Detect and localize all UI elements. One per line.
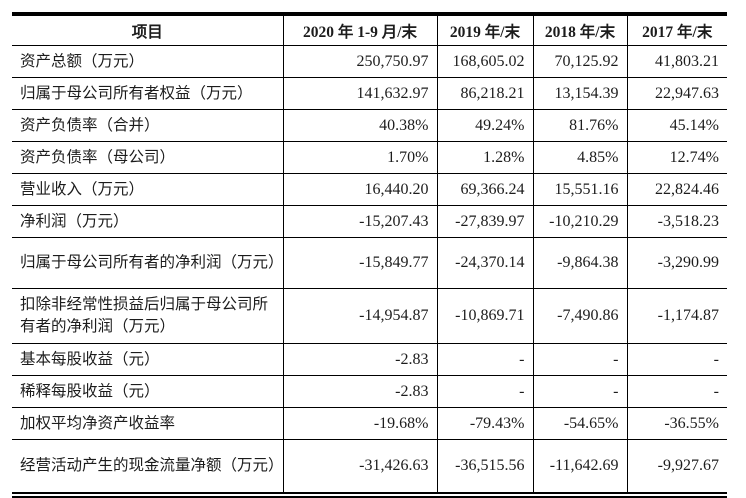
cell-value: 16,440.20 xyxy=(282,173,437,206)
row-label: 营业收入（万元） xyxy=(12,173,283,206)
cell-value: -11,642.69 xyxy=(532,439,627,496)
table-row-parent-equity: 归属于母公司所有者权益（万元） 141,632.97 86,218.21 13,… xyxy=(12,77,727,110)
cell-value: - xyxy=(436,343,533,376)
cell-value: -7,490.86 xyxy=(532,288,627,344)
cell-value: -3,290.99 xyxy=(626,237,727,289)
table-row-total-assets: 资产总额（万元） 250,750.97 168,605.02 70,125.92… xyxy=(12,45,727,78)
cell-value: -10,210.29 xyxy=(532,205,627,238)
cell-value: 49.24% xyxy=(436,109,533,142)
cell-value: 69,366.24 xyxy=(436,173,533,206)
cell-value: - xyxy=(626,375,727,408)
header-row: 项目 2020 年 1-9 月/末 2019 年/末 2018 年/末 2017… xyxy=(12,14,727,46)
cell-value: 1.70% xyxy=(282,141,437,174)
cell-value: -15,849.77 xyxy=(282,237,437,289)
row-label: 净利润（万元） xyxy=(12,205,283,238)
row-label: 经营活动产生的现金流量净额（万元） xyxy=(12,439,283,496)
table-row-net-profit: 净利润（万元） -15,207.43 -27,839.97 -10,210.29… xyxy=(12,205,727,238)
table-row-debt-ratio-consolidated: 资产负债率（合并） 40.38% 49.24% 81.76% 45.14% xyxy=(12,109,727,142)
row-label: 资产总额（万元） xyxy=(12,45,283,78)
table-row-operating-revenue: 营业收入（万元） 16,440.20 69,366.24 15,551.16 2… xyxy=(12,173,727,206)
cell-value: -31,426.63 xyxy=(282,439,437,496)
cell-value: 40.38% xyxy=(282,109,437,142)
row-label: 资产负债率（母公司） xyxy=(12,141,283,174)
cell-value: -2.83 xyxy=(282,375,437,408)
row-label: 归属于母公司所有者的净利润（万元） xyxy=(12,237,283,289)
table-row-operating-cash-flow: 经营活动产生的现金流量净额（万元） -31,426.63 -36,515.56 … xyxy=(12,439,727,496)
table-row-weighted-avg-roe: 加权平均净资产收益率 -19.68% -79.43% -54.65% -36.5… xyxy=(12,407,727,440)
cell-value: -14,954.87 xyxy=(282,288,437,344)
cell-value: -9,864.38 xyxy=(532,237,627,289)
cell-value: 250,750.97 xyxy=(282,45,437,78)
financial-summary-section: 项目 2020 年 1-9 月/末 2019 年/末 2018 年/末 2017… xyxy=(12,12,727,498)
column-header-2019: 2019 年/末 xyxy=(436,14,533,46)
cell-value: -15,207.43 xyxy=(282,205,437,238)
cell-value: - xyxy=(532,343,627,376)
cell-value: - xyxy=(532,375,627,408)
table-row-basic-eps: 基本每股收益（元） -2.83 - - - xyxy=(12,343,727,376)
cell-value: 81.76% xyxy=(532,109,627,142)
cell-value: 141,632.97 xyxy=(282,77,437,110)
cell-value: -36,515.56 xyxy=(436,439,533,496)
cell-value: 12.74% xyxy=(626,141,727,174)
cell-value: 86,218.21 xyxy=(436,77,533,110)
row-label: 扣除非经常性损益后归属于母公司所有者的净利润（万元） xyxy=(12,288,283,344)
row-label: 加权平均净资产收益率 xyxy=(12,407,283,440)
cell-value: -9,927.67 xyxy=(626,439,727,496)
cell-value: -27,839.97 xyxy=(436,205,533,238)
column-header-item: 项目 xyxy=(12,14,283,46)
table-header: 项目 2020 年 1-9 月/末 2019 年/末 2018 年/末 2017… xyxy=(12,14,727,46)
cell-value: 168,605.02 xyxy=(436,45,533,78)
column-header-2020: 2020 年 1-9 月/末 xyxy=(282,14,437,46)
cell-value: 41,803.21 xyxy=(626,45,727,78)
cell-value: -3,518.23 xyxy=(626,205,727,238)
cell-value: -1,174.87 xyxy=(626,288,727,344)
table-row-diluted-eps: 稀释每股收益（元） -2.83 - - - xyxy=(12,375,727,408)
cell-value: 15,551.16 xyxy=(532,173,627,206)
column-header-2018: 2018 年/末 xyxy=(532,14,627,46)
cell-value: 22,824.46 xyxy=(626,173,727,206)
financial-summary-table: 项目 2020 年 1-9 月/末 2019 年/末 2018 年/末 2017… xyxy=(12,12,727,498)
cell-value: 13,154.39 xyxy=(532,77,627,110)
cell-value: - xyxy=(626,343,727,376)
row-label: 稀释每股收益（元） xyxy=(12,375,283,408)
table-body: 资产总额（万元） 250,750.97 168,605.02 70,125.92… xyxy=(12,45,727,496)
cell-value: 70,125.92 xyxy=(532,45,627,78)
table-row-net-profit-parent: 归属于母公司所有者的净利润（万元） -15,849.77 -24,370.14 … xyxy=(12,237,727,289)
cell-value: -79.43% xyxy=(436,407,533,440)
table-row-net-profit-excl-nonrecurring: 扣除非经常性损益后归属于母公司所有者的净利润（万元） -14,954.87 -1… xyxy=(12,288,727,344)
cell-value: -10,869.71 xyxy=(436,288,533,344)
row-label: 资产负债率（合并） xyxy=(12,109,283,142)
cell-value: 4.85% xyxy=(532,141,627,174)
column-header-2017: 2017 年/末 xyxy=(626,14,727,46)
row-label: 基本每股收益（元） xyxy=(12,343,283,376)
table-row-debt-ratio-parent: 资产负债率（母公司） 1.70% 1.28% 4.85% 12.74% xyxy=(12,141,727,174)
cell-value: 1.28% xyxy=(436,141,533,174)
cell-value: -36.55% xyxy=(626,407,727,440)
row-label: 归属于母公司所有者权益（万元） xyxy=(12,77,283,110)
cell-value: - xyxy=(436,375,533,408)
cell-value: -24,370.14 xyxy=(436,237,533,289)
cell-value: -19.68% xyxy=(282,407,437,440)
cell-value: -54.65% xyxy=(532,407,627,440)
cell-value: -2.83 xyxy=(282,343,437,376)
cell-value: 22,947.63 xyxy=(626,77,727,110)
cell-value: 45.14% xyxy=(626,109,727,142)
